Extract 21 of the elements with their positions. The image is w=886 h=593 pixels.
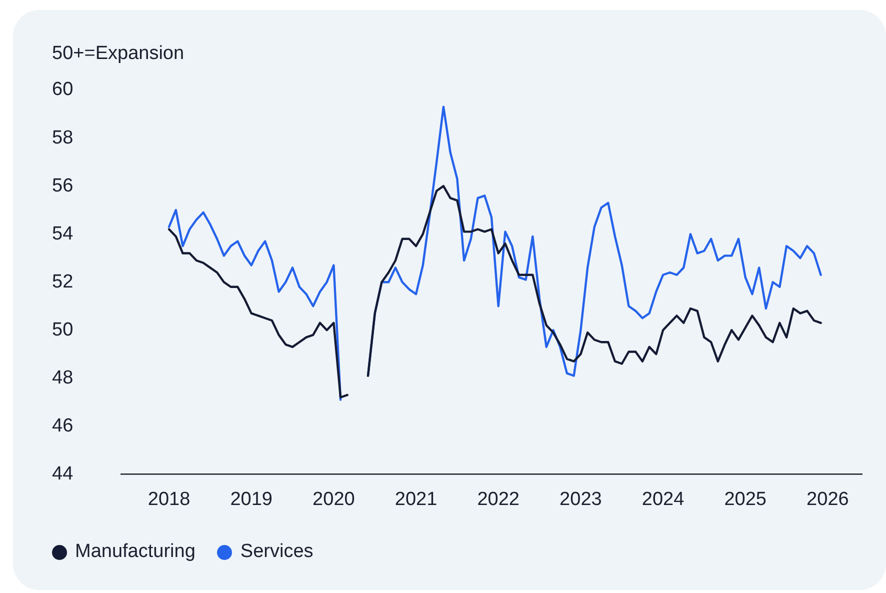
y-tick-label: 54 (52, 223, 74, 244)
y-tick-label: 50 (52, 319, 74, 340)
x-tick-label: 2020 (312, 488, 355, 510)
x-tick-label: 2021 (394, 488, 438, 510)
y-tick-label: 46 (52, 415, 74, 436)
y-tick-label: 48 (52, 367, 74, 388)
x-tick-label: 2023 (560, 488, 602, 510)
y-tick-label: 58 (52, 127, 74, 148)
y-tick-label: 60 (52, 79, 74, 100)
x-tick-label: 2019 (230, 488, 272, 510)
x-tick-label: 2025 (724, 488, 766, 510)
x-tick-label: 2026 (806, 488, 849, 510)
x-tick-label: 2022 (477, 488, 520, 510)
x-tick-label: 2024 (642, 488, 685, 510)
y-axis-title: 50+=Expansion (52, 43, 184, 65)
legend-label: Manufacturing (75, 541, 196, 563)
legend-label: Services (240, 541, 314, 563)
y-tick-label: 44 (52, 463, 74, 484)
y-tick-label: 56 (52, 175, 74, 196)
y-tick-label: 52 (52, 271, 74, 292)
x-tick-label: 2018 (148, 488, 190, 510)
